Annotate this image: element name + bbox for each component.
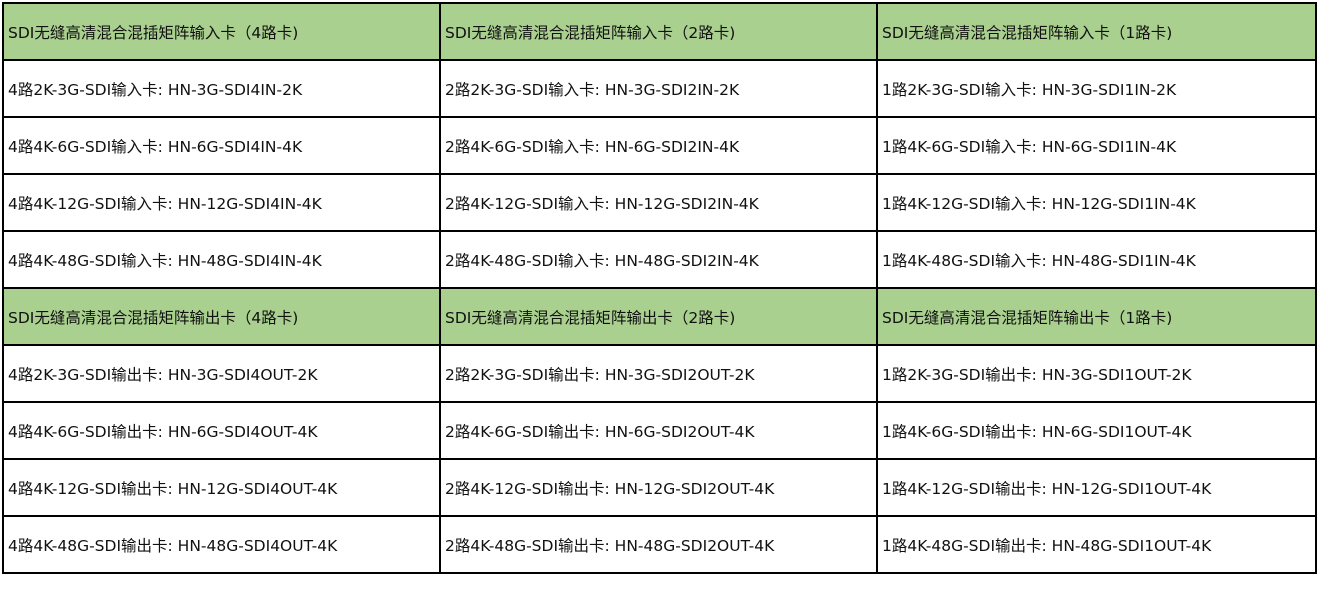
- table-cell: 4路4K-48G-SDI输入卡: HN-48G-SDI4IN-4K: [2, 230, 441, 289]
- table-cell: 2路4K-12G-SDI输入卡: HN-12G-SDI2IN-4K: [439, 173, 878, 232]
- table-cell: 2路4K-48G-SDI输出卡: HN-48G-SDI2OUT-4K: [439, 515, 878, 574]
- table-row: 4路4K-12G-SDI输出卡: HN-12G-SDI4OUT-4K 2路4K-1…: [2, 458, 1317, 517]
- table-cell: 1路2K-3G-SDI输入卡: HN-3G-SDI1IN-2K: [876, 59, 1317, 118]
- table-cell: 4路4K-6G-SDI输入卡: HN-6G-SDI4IN-4K: [2, 116, 441, 175]
- section-header-row: SDI无缝高清混合混插矩阵输入卡（4路卡) SDI无缝高清混合混插矩阵输入卡（2路…: [2, 2, 1317, 61]
- table-cell: 4路2K-3G-SDI输入卡: HN-3G-SDI4IN-2K: [2, 59, 441, 118]
- product-table: SDI无缝高清混合混插矩阵输入卡（4路卡) SDI无缝高清混合混插矩阵输入卡（2路…: [2, 2, 1317, 574]
- header-cell: SDI无缝高清混合混插矩阵输出卡（4路卡): [2, 287, 441, 346]
- header-cell: SDI无缝高清混合混插矩阵输入卡（1路卡): [876, 2, 1317, 61]
- table-cell: 1路2K-3G-SDI输出卡: HN-3G-SDI1OUT-2K: [876, 344, 1317, 403]
- table-cell: 4路2K-3G-SDI输出卡: HN-3G-SDI4OUT-2K: [2, 344, 441, 403]
- table-cell: 2路4K-48G-SDI输入卡: HN-48G-SDI2IN-4K: [439, 230, 878, 289]
- table-cell: 1路4K-48G-SDI输出卡: HN-48G-SDI1OUT-4K: [876, 515, 1317, 574]
- table-row: 4路4K-6G-SDI输出卡: HN-6G-SDI4OUT-4K 2路4K-6G-…: [2, 401, 1317, 460]
- table-cell: 2路2K-3G-SDI输入卡: HN-3G-SDI2IN-2K: [439, 59, 878, 118]
- header-cell: SDI无缝高清混合混插矩阵输出卡（2路卡): [439, 287, 878, 346]
- table-cell: 1路4K-6G-SDI输入卡: HN-6G-SDI1IN-4K: [876, 116, 1317, 175]
- table-cell: 4路4K-12G-SDI输出卡: HN-12G-SDI4OUT-4K: [2, 458, 441, 517]
- table-row: 4路4K-12G-SDI输入卡: HN-12G-SDI4IN-4K 2路4K-12…: [2, 173, 1317, 232]
- table-body: SDI无缝高清混合混插矩阵输入卡（4路卡) SDI无缝高清混合混插矩阵输入卡（2路…: [2, 2, 1317, 574]
- table-cell: 1路4K-12G-SDI输入卡: HN-12G-SDI1IN-4K: [876, 173, 1317, 232]
- table-cell: 4路4K-12G-SDI输入卡: HN-12G-SDI4IN-4K: [2, 173, 441, 232]
- table-row: 4路4K-48G-SDI输出卡: HN-48G-SDI4OUT-4K 2路4K-4…: [2, 515, 1317, 574]
- table-row: 4路4K-48G-SDI输入卡: HN-48G-SDI4IN-4K 2路4K-48…: [2, 230, 1317, 289]
- table-cell: 4路4K-48G-SDI输出卡: HN-48G-SDI4OUT-4K: [2, 515, 441, 574]
- table-cell: 1路4K-48G-SDI输入卡: HN-48G-SDI1IN-4K: [876, 230, 1317, 289]
- table-row: 4路2K-3G-SDI输出卡: HN-3G-SDI4OUT-2K 2路2K-3G-…: [2, 344, 1317, 403]
- table-cell: 4路4K-6G-SDI输出卡: HN-6G-SDI4OUT-4K: [2, 401, 441, 460]
- header-cell: SDI无缝高清混合混插矩阵输出卡（1路卡): [876, 287, 1317, 346]
- table-cell: 1路4K-6G-SDI输出卡: HN-6G-SDI1OUT-4K: [876, 401, 1317, 460]
- table-cell: 2路4K-6G-SDI输入卡: HN-6G-SDI2IN-4K: [439, 116, 878, 175]
- header-cell: SDI无缝高清混合混插矩阵输入卡（4路卡): [2, 2, 441, 61]
- header-cell: SDI无缝高清混合混插矩阵输入卡（2路卡): [439, 2, 878, 61]
- table-row: 4路2K-3G-SDI输入卡: HN-3G-SDI4IN-2K 2路2K-3G-S…: [2, 59, 1317, 118]
- table-cell: 2路2K-3G-SDI输出卡: HN-3G-SDI2OUT-2K: [439, 344, 878, 403]
- table-cell: 2路4K-12G-SDI输出卡: HN-12G-SDI2OUT-4K: [439, 458, 878, 517]
- section-header-row: SDI无缝高清混合混插矩阵输出卡（4路卡) SDI无缝高清混合混插矩阵输出卡（2路…: [2, 287, 1317, 346]
- table-cell: 1路4K-12G-SDI输出卡: HN-12G-SDI1OUT-4K: [876, 458, 1317, 517]
- table-row: 4路4K-6G-SDI输入卡: HN-6G-SDI4IN-4K 2路4K-6G-S…: [2, 116, 1317, 175]
- table-cell: 2路4K-6G-SDI输出卡: HN-6G-SDI2OUT-4K: [439, 401, 878, 460]
